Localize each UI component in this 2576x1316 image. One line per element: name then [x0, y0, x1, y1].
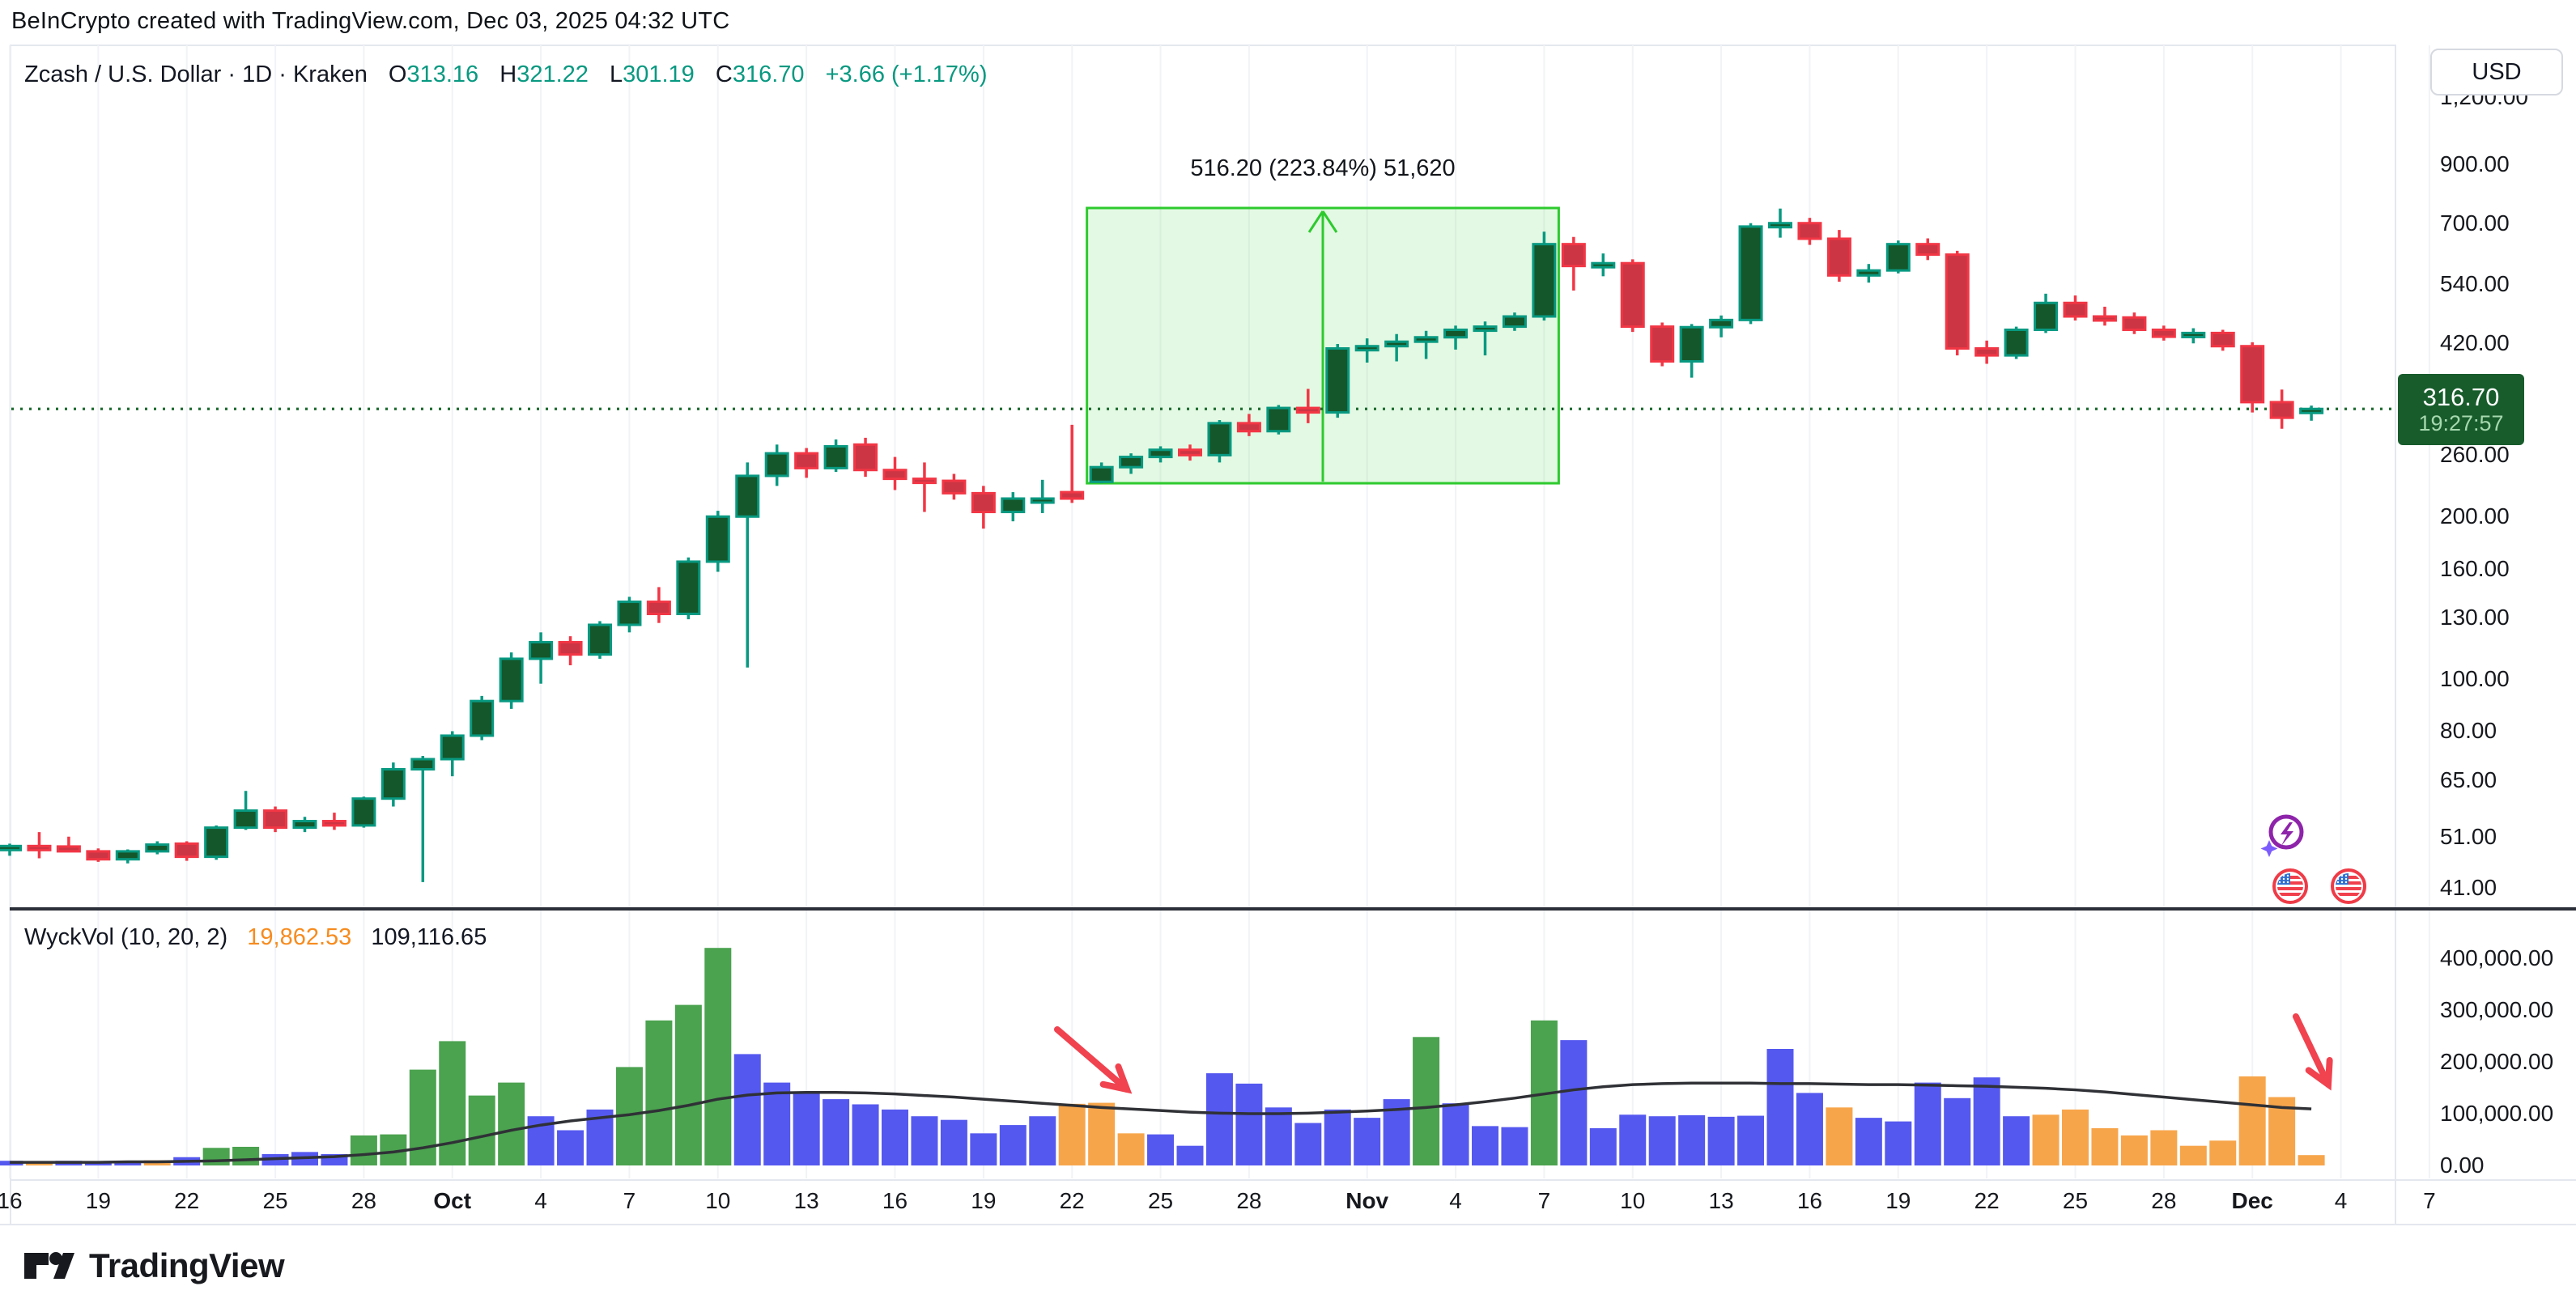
- volume-axis-tick: 100,000.00: [2440, 1101, 2554, 1126]
- tradingview-logo-text: TradingView: [89, 1246, 285, 1284]
- indicator-legend[interactable]: WyckVol (10, 20, 2) 19,862.53 109,116.65: [24, 924, 487, 951]
- lightning-bolt-glyph: [2281, 822, 2293, 846]
- time-axis-label: 13: [793, 1188, 819, 1213]
- indicator-name[interactable]: WyckVol (10, 20, 2): [24, 924, 228, 950]
- low-value: 301.19: [623, 62, 695, 87]
- volume-axis-tick: 0.00: [2440, 1153, 2485, 1178]
- time-axis-label: 19: [971, 1188, 997, 1213]
- bar-countdown: 19:27:57: [2418, 411, 2504, 436]
- time-axis-label: 28: [1236, 1188, 1262, 1213]
- volume-series[interactable]: [0, 948, 2325, 1165]
- volume-ma-line: [10, 1081, 2312, 1164]
- price-axis-tick: 130.00: [2440, 604, 2510, 630]
- low-label: L: [609, 62, 623, 87]
- time-axis-label: 25: [2062, 1188, 2089, 1213]
- high-value: 321.22: [516, 62, 589, 87]
- pane-separator[interactable]: [10, 907, 2576, 911]
- attribution-text: BeInCrypto created with TradingView.com,…: [11, 8, 730, 34]
- time-axis-label: 10: [1620, 1188, 1646, 1213]
- symbol-legend[interactable]: Zcash / U.S. Dollar · 1D · Kraken O313.1…: [24, 62, 988, 88]
- price-axis-tick: 100.00: [2440, 665, 2510, 691]
- symbol-title[interactable]: Zcash / U.S. Dollar · 1D · Kraken: [24, 62, 368, 87]
- price-axis-tick: 420.00: [2440, 329, 2510, 355]
- price-axis-tick: 540.00: [2440, 270, 2510, 296]
- time-axis-label: 19: [1885, 1188, 1911, 1213]
- tradingview-logo-icon: [24, 1252, 74, 1279]
- time-axis-label: 4: [534, 1188, 547, 1213]
- price-axis-tick: 41.00: [2440, 874, 2497, 900]
- indicator-value: 19,862.53: [247, 924, 352, 950]
- red-arrow-annotation[interactable]: [2293, 1013, 2333, 1091]
- time-axis-label: 7: [623, 1188, 636, 1213]
- time-axis-label: 22: [174, 1188, 200, 1213]
- red-arrow-annotation[interactable]: [1054, 1026, 1133, 1094]
- time-axis-label: 28: [351, 1188, 376, 1213]
- price-axis-tick: 80.00: [2440, 718, 2497, 744]
- last-price-value: 316.70: [2422, 382, 2500, 411]
- open-value: 313.16: [406, 62, 479, 87]
- price-axis-border: [2395, 45, 2396, 1224]
- us-flag-icon[interactable]: [2272, 868, 2309, 905]
- price-axis-tick: 65.00: [2440, 766, 2497, 792]
- price-axis-tick: 700.00: [2440, 210, 2510, 236]
- measure-box[interactable]: [1086, 206, 1560, 485]
- close-value: 316.70: [732, 62, 805, 87]
- time-axis-border: [10, 1179, 2576, 1181]
- time-axis-label: Dec: [2231, 1188, 2273, 1213]
- time-axis-label: 13: [1708, 1188, 1734, 1213]
- measure-tool-label[interactable]: 516.20 (223.84%) 51,620: [1190, 155, 1456, 181]
- time-axis-label: 25: [262, 1188, 288, 1213]
- time-axis-label: Oct: [433, 1188, 472, 1213]
- time-axis-label: 19: [85, 1188, 111, 1213]
- price-axis-tick: 900.00: [2440, 151, 2510, 176]
- time-axis-label: 7: [2423, 1188, 2436, 1213]
- time-axis-label: 4: [2334, 1188, 2348, 1213]
- footer-divider: [0, 1224, 2576, 1225]
- indicator-ma-value: 109,116.65: [371, 924, 487, 950]
- tradingview-logo[interactable]: TradingView: [23, 1246, 285, 1285]
- price-axis-tick: 200.00: [2440, 503, 2510, 529]
- time-axis-label: 4: [1449, 1188, 1462, 1213]
- volume-axis-tick: 400,000.00: [2440, 945, 2554, 970]
- last-price-label: 316.70 19:27:57: [2398, 374, 2524, 445]
- volume-axis-tick: 300,000.00: [2440, 997, 2554, 1022]
- ai-sparkle-icon[interactable]: [2259, 809, 2309, 860]
- time-axis-label: 28: [2151, 1188, 2177, 1213]
- time-axis-label: 16: [1796, 1188, 1823, 1213]
- volume-axis-tick: 200,000.00: [2440, 1049, 2554, 1074]
- time-axis-label: Nov: [1345, 1188, 1389, 1213]
- change-value: +3.66 (+1.17%): [825, 62, 988, 87]
- time-axis-label: 25: [1147, 1188, 1174, 1213]
- time-axis-label: 16: [882, 1188, 908, 1213]
- price-axis-tick: 260.00: [2440, 442, 2510, 468]
- high-label: H: [499, 62, 517, 87]
- currency-button[interactable]: USD: [2430, 49, 2563, 96]
- price-axis-tick: 51.00: [2440, 823, 2497, 849]
- time-axis-label: 16: [0, 1188, 23, 1213]
- us-flag-icon[interactable]: [2330, 868, 2367, 905]
- time-axis-label: 10: [705, 1188, 731, 1213]
- open-label: O: [388, 62, 407, 87]
- time-axis-label: 22: [1974, 1188, 2000, 1213]
- close-label: C: [715, 62, 733, 87]
- sparkle-glyph: [2260, 840, 2278, 857]
- time-axis-label: 7: [1537, 1188, 1551, 1213]
- price-axis-tick: 160.00: [2440, 555, 2510, 581]
- time-axis-label: 22: [1059, 1188, 1085, 1213]
- candlestick-series[interactable]: [0, 208, 2324, 882]
